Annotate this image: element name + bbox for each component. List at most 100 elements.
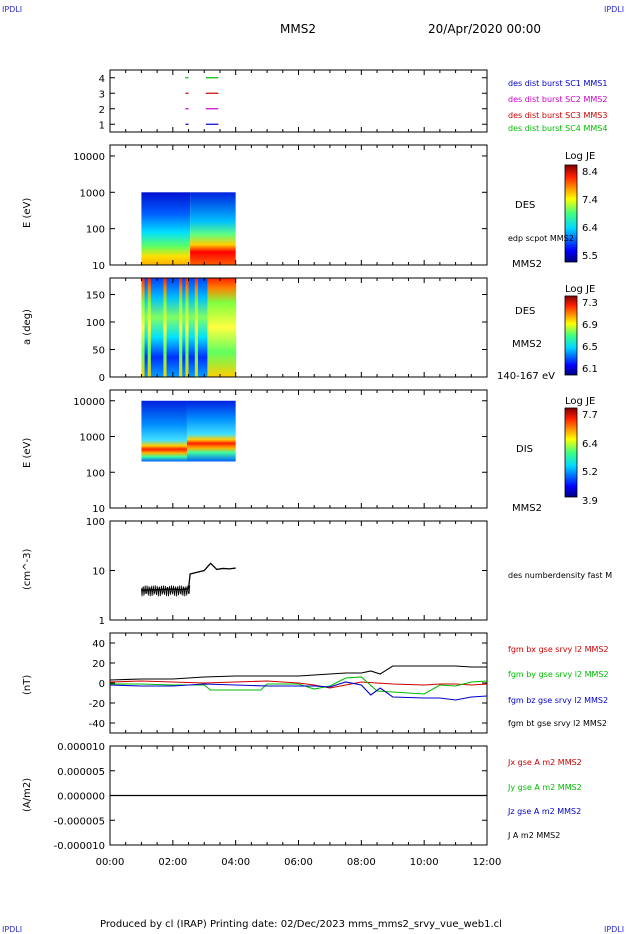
x-tick-label: 08:00 — [347, 857, 376, 868]
side-label-scpot: edp scpot MMS2 — [508, 234, 574, 243]
ylabel-density: (cm^-3) — [22, 548, 33, 590]
y-tick-label: 3 — [99, 89, 105, 100]
spectrogram-des-pitch — [223, 278, 227, 377]
colorbar — [564, 407, 578, 498]
panel-frame — [109, 69, 488, 133]
side-label-mms2-3: MMS2 — [512, 503, 542, 514]
spectrogram-des-pitch — [144, 278, 149, 377]
x-tick-label: 02:00 — [158, 857, 187, 868]
fgm-series-line — [110, 676, 488, 695]
y-tick-label: 1000 — [80, 433, 105, 444]
colorbar-label: 7.4 — [582, 195, 598, 206]
y-tick-label: 20 — [92, 659, 105, 670]
date-title: 20/Apr/2020 00:00 — [428, 22, 542, 36]
legend-j: J A m2 MMS2 — [508, 831, 561, 840]
spectrogram-dis-energy — [141, 400, 187, 462]
footer-credit: Produced by cl (IRAP) Printing date: 02/… — [100, 919, 502, 930]
spectrogram-des-pitch — [175, 278, 180, 377]
y-tick-label: 4 — [99, 74, 105, 85]
side-label-des-pitch: DES — [515, 306, 536, 317]
spectrogram-layer — [141, 164, 578, 498]
side-label-dis: DIS — [516, 444, 533, 455]
ylabel-fgm: (nT) — [22, 674, 33, 695]
spectrogram-des-pitch — [197, 278, 202, 377]
colorbar-label: 8.4 — [582, 167, 598, 178]
y-tick-label: 50 — [92, 346, 105, 357]
spectrogram-des-pitch — [157, 278, 161, 377]
spectrogram-des-pitch — [201, 278, 205, 377]
legend-jy: Jy gse A m2 MMS2 — [508, 783, 582, 792]
spectrogram-des-pitch — [207, 278, 212, 377]
y-tick-label: 150 — [86, 291, 105, 302]
spacecraft-title: MMS2 — [280, 22, 316, 36]
spectrogram-des-pitch — [213, 278, 218, 377]
ylabel-current: (A/m2) — [22, 777, 33, 812]
colorbar-label: 6.4 — [582, 223, 598, 234]
colorbar-label: 5.5 — [582, 251, 598, 262]
spectrogram-des-pitch — [147, 278, 152, 377]
spectrogram-des-pitch — [194, 278, 199, 377]
corner-label-top-left: IPDLI — [2, 5, 23, 14]
series-layer — [109, 77, 488, 797]
legend-fgm-bz: fgm bz gse srvy l2 MMS2 — [508, 696, 609, 705]
legend-fgm-by: fgm by gse srvy l2 MMS2 — [508, 670, 609, 679]
y-tick-label: 1000 — [80, 188, 105, 199]
y-tick-label: 0.000005 — [57, 767, 105, 778]
spectrogram-des-pitch — [182, 278, 186, 377]
colorbar-title-1: Log JE — [565, 151, 596, 162]
y-tick-label: 10000 — [73, 397, 105, 408]
spectrogram-des-pitch — [191, 278, 196, 377]
spectrogram-des-pitch — [169, 278, 174, 377]
y-tick-label: 0.000000 — [57, 792, 105, 803]
side-label-mms2-2: MMS2 — [512, 339, 542, 350]
spectrogram-des-pitch — [219, 278, 224, 377]
y-tick-label: 10 — [92, 504, 105, 515]
colorbar — [564, 164, 578, 263]
legend-burst-sc2: des dist burst SC2 MMS2 — [508, 95, 608, 104]
spectrogram-des-pitch — [150, 278, 155, 377]
legend-burst-sc1: des dist burst SC1 MMS1 — [508, 79, 608, 88]
y-tick-label: 1 — [99, 120, 105, 131]
x-tick-label: 00:00 — [96, 857, 125, 868]
ylabel-des-energy: E (eV) — [22, 197, 33, 228]
y-tick-label: 100 — [86, 468, 105, 479]
corner-label-top-right: IPDLI — [604, 5, 625, 14]
colorbar-label: 7.3 — [582, 298, 598, 309]
y-tick-label: 0 — [99, 679, 105, 690]
y-tick-label: 10 — [92, 567, 105, 578]
side-label-mms2-1: MMS2 — [512, 259, 542, 270]
spectrogram-des-pitch — [188, 278, 193, 377]
colorbar-label: 5.2 — [582, 467, 598, 478]
spectrogram-des-pitch — [179, 278, 183, 377]
fgm-series-line — [109, 681, 488, 701]
spectrogram-des-pitch — [210, 278, 215, 377]
spectrogram-des-pitch — [160, 278, 164, 377]
density-line — [141, 585, 191, 597]
y-tick-label: -20 — [89, 699, 105, 710]
y-tick-label: 40 — [92, 639, 105, 650]
colorbar — [564, 295, 578, 376]
fgm-series-line — [109, 680, 488, 689]
axes-layer: 4321100001000100101501005001000010001001… — [54, 69, 501, 868]
y-tick-label: 10 — [92, 261, 105, 272]
spectrogram-des-pitch — [163, 278, 168, 377]
side-label-energy-range: 140-167 eV — [497, 371, 555, 382]
x-tick-label: 10:00 — [410, 857, 439, 868]
spectrogram-des-energy — [141, 192, 191, 265]
side-label-des: DES — [515, 200, 536, 211]
y-tick-label: 2 — [99, 105, 105, 116]
spectrogram-des-pitch — [216, 278, 221, 377]
legend-fgm-bt: fgm bt gse srvy l2 MMS2 — [508, 719, 607, 728]
colorbar-title-3: Log JE — [565, 396, 596, 407]
panel-frame — [109, 520, 488, 621]
y-tick-label: 100 — [86, 318, 105, 329]
legend-density: des numberdensity fast M — [508, 571, 613, 580]
spectrogram-des-pitch — [232, 278, 237, 377]
spectrogram-des-pitch — [141, 278, 146, 377]
corner-label-bottom-left: IPDLI — [2, 925, 23, 934]
ylabel-dis-energy: E (eV) — [22, 437, 33, 468]
y-tick-label: -0.000005 — [54, 816, 105, 827]
y-tick-label: 100 — [86, 225, 105, 236]
x-tick-label: 04:00 — [221, 857, 250, 868]
